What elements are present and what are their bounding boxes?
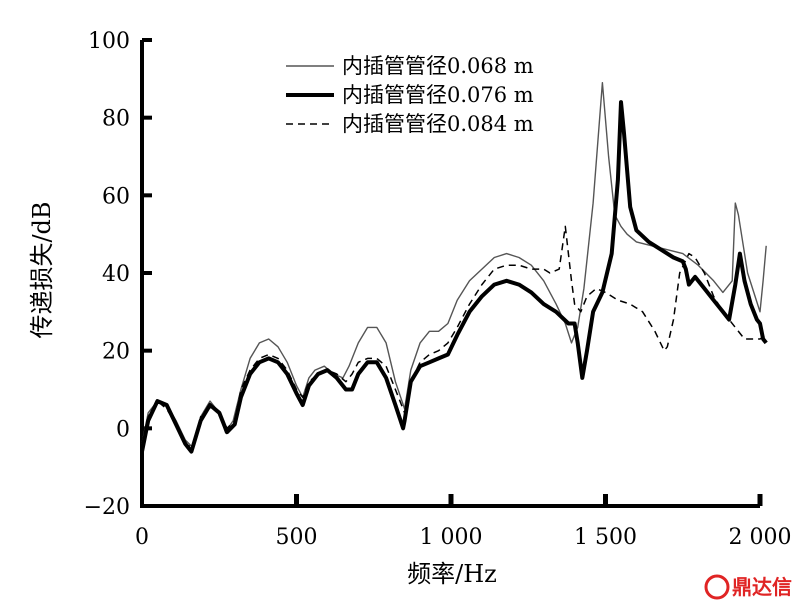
x-axis-label: 频率/Hz [407,560,497,588]
y-tick-label: 100 [88,29,130,54]
x-tick-label: 2 000 [729,525,792,550]
series-line-2 [140,100,768,454]
series-line-3 [141,225,767,449]
x-axis-ticks: 0 500 1 000 1 500 2 000 [135,494,791,550]
legend-label-1: 内插管管径0.068 m [342,54,534,78]
y-tick-label: 0 [116,417,130,442]
chart-axes [140,40,760,508]
series-layer [140,82,768,454]
y-tick-label: 40 [102,262,130,287]
y-tick-label: −20 [84,495,130,520]
watermark-logo: 鼎达信 [704,574,792,600]
legend: 内插管管径0.068 m 内插管管径0.076 m 内插管管径0.084 m [286,54,534,136]
series-line-1 [141,82,767,449]
x-tick-label: 500 [276,525,318,550]
x-tick-label: 1 500 [574,525,637,550]
y-tick-label: 60 [102,184,130,209]
x-tick-label: 0 [135,525,149,550]
y-axis-label: 传递损失/dB [28,201,56,338]
y-axis-ticks: −20 0 20 40 60 80 100 [84,29,152,520]
watermark-logo-icon [704,574,730,600]
legend-label-3: 内插管管径0.084 m [342,112,534,136]
y-tick-label: 80 [102,107,130,132]
x-tick-label: 1 000 [420,525,483,550]
y-tick-label: 20 [102,340,130,365]
legend-label-2: 内插管管径0.076 m [342,83,534,107]
watermark-logo-text: 鼎达信 [732,575,792,599]
